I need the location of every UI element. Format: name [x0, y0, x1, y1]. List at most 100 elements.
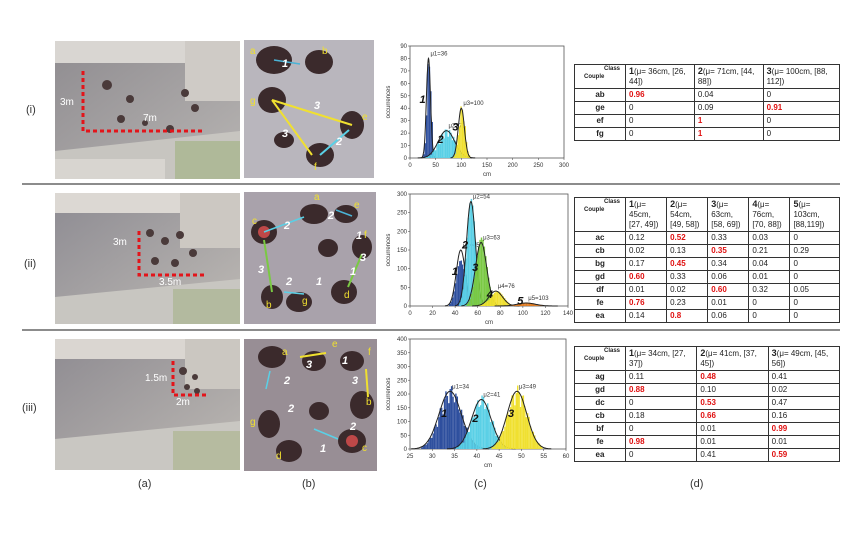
- y-tick-label: 20: [400, 131, 407, 137]
- row-label-iii: (iii): [22, 402, 37, 414]
- histogram-bar: [427, 64, 429, 158]
- class-number: 3: [472, 262, 478, 274]
- histogram-bar: [511, 395, 513, 449]
- table-row: gd 0.60 0.33 0.06 0.01 0: [574, 270, 840, 285]
- histogram-bar: [462, 289, 464, 306]
- histogram-bar: [463, 121, 465, 158]
- overhead-photo-ii: 3m 3.5m: [55, 193, 240, 324]
- class-number: 1: [441, 408, 447, 420]
- mean-annotation: μ2=54: [473, 194, 491, 200]
- couple-name: df: [574, 283, 626, 298]
- probability-cell: 0: [624, 422, 698, 437]
- class-number: 2: [471, 413, 478, 425]
- histogram-bar: [443, 399, 446, 449]
- couple-name: bg: [574, 257, 626, 272]
- histogram-bar: [507, 412, 509, 449]
- class-label: 2: [328, 210, 335, 222]
- mean-annotation: μ2=41: [483, 393, 501, 399]
- couple-header: Couple: [584, 73, 605, 80]
- histogram-bar: [460, 409, 463, 449]
- histogram-bar: [479, 305, 482, 306]
- table-row: ge 0 0.09 0.91: [574, 101, 841, 116]
- histogram-bar: [461, 442, 463, 449]
- histogram-bar: [530, 303, 532, 306]
- y-tick-label: 250: [397, 378, 408, 384]
- histogram-bar: [482, 397, 485, 449]
- row-label-ii: (ii): [24, 258, 37, 270]
- histogram-bar: [538, 443, 540, 449]
- x-tick-label: 40: [452, 311, 459, 317]
- histogram-bar: [470, 293, 473, 306]
- histogram-bar: [443, 138, 445, 158]
- probability-cell: 0.96: [625, 88, 695, 103]
- probability-cell: 0: [762, 88, 841, 103]
- histogram-bar: [433, 427, 436, 449]
- overhead-photo-i: 3m 7m: [55, 41, 240, 179]
- histogram-bar: [482, 303, 484, 306]
- probability-cell: 0.45: [666, 257, 709, 272]
- histogram-bar: [494, 427, 496, 449]
- histogram-bar: [472, 286, 474, 306]
- histogram-bar: [429, 154, 431, 158]
- histogram-bar: [455, 447, 458, 449]
- person-label-f: f: [364, 230, 367, 241]
- histogram-bar: [498, 291, 500, 306]
- probability-table-ii: Class Couple 1(μ= 45cm, [27, 49]) 2(μ= 54cm…: [574, 196, 840, 324]
- y-axis-label: occurrences: [386, 378, 392, 411]
- histogram-bar: [487, 403, 489, 449]
- person-label-g: g: [250, 417, 256, 428]
- class-label: 1: [316, 276, 323, 288]
- probability-cell: 0: [748, 296, 791, 311]
- histogram-bar: [467, 217, 470, 306]
- y-tick-label: 40: [400, 106, 407, 112]
- histogram-bar: [526, 413, 529, 449]
- table-row: gd 0.88 0.10 0.02: [574, 383, 841, 398]
- histogram-bar: [532, 303, 535, 306]
- table-row: ac 0.12 0.52 0.33 0.03 0: [574, 231, 840, 246]
- x-tick-label: 50: [432, 163, 439, 169]
- histogram-bar: [509, 407, 512, 449]
- histogram-bar: [517, 385, 519, 449]
- probability-cell: 0.41: [696, 448, 769, 463]
- series-2: [455, 395, 507, 449]
- col-label-b: (b): [302, 478, 316, 490]
- x-tick-label: 200: [508, 163, 519, 169]
- histogram-bar: [491, 420, 493, 449]
- histogram-bar: [525, 302, 528, 306]
- histogram-bar: [428, 66, 431, 158]
- probability-cell: 0: [624, 396, 698, 411]
- histogram-bar: [495, 291, 497, 306]
- histogram-bar: [502, 296, 505, 306]
- class-header: Class: [603, 348, 620, 354]
- histogram-bar: [427, 155, 430, 158]
- crowd-crop-i: a b g e f 1 2 3 3: [244, 40, 374, 178]
- probability-cell: 0: [625, 114, 695, 129]
- histogram-bar: [440, 407, 443, 449]
- class-label-1: 1: [282, 58, 289, 70]
- histogram-bar: [448, 403, 450, 449]
- histogram-bar: [522, 395, 525, 449]
- x-tick-label: 55: [540, 454, 547, 460]
- dim-label-height: 3m: [60, 97, 74, 108]
- x-axis-label: cm: [485, 320, 493, 326]
- probability-cell: 0.33: [707, 231, 750, 246]
- gaussian-fit-curve: [421, 57, 436, 159]
- histogram-bar: [433, 149, 435, 158]
- histogram-bar: [425, 444, 427, 449]
- couple-name: ef: [574, 114, 626, 129]
- overhead-photo-iii: 1.5m 2m: [55, 339, 240, 470]
- class-label: 2: [350, 421, 357, 433]
- table-row: ea 0.14 0.8 0.06 0 0: [574, 309, 840, 324]
- histogram-bar: [499, 292, 502, 306]
- histogram-bar: [508, 303, 510, 306]
- histogram-bar: [489, 286, 491, 306]
- class-header: Class: [603, 66, 620, 72]
- histogram-bar: [435, 424, 437, 449]
- histogram-bar: [499, 435, 502, 449]
- mean-annotation: μ3=63: [483, 236, 501, 242]
- histogram-bar: [480, 237, 483, 306]
- histogram-bar: [473, 221, 476, 306]
- probability-cell: 0.60: [624, 270, 668, 285]
- histogram-bar: [528, 302, 531, 306]
- table-corner-header: Class Couple: [574, 196, 626, 233]
